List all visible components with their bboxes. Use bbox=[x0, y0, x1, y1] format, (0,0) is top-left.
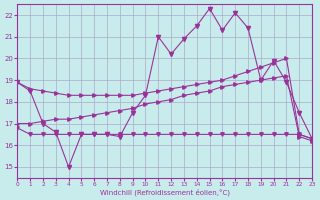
X-axis label: Windchill (Refroidissement éolien,°C): Windchill (Refroidissement éolien,°C) bbox=[100, 188, 230, 196]
